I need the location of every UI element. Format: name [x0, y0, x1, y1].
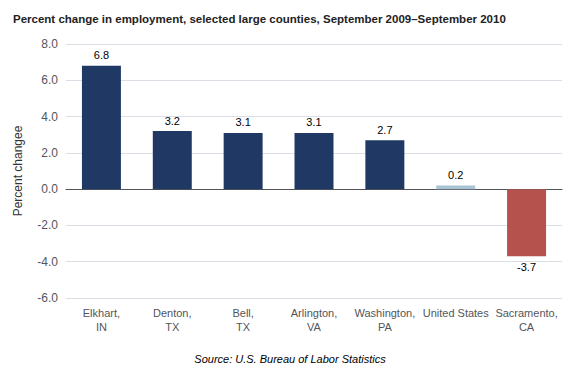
- svg-text:-6.0: -6.0: [37, 291, 58, 305]
- svg-text:0.2: 0.2: [448, 169, 463, 181]
- svg-text:-2.0: -2.0: [37, 218, 58, 232]
- svg-text:Washington,: Washington,: [354, 307, 415, 319]
- svg-text:2.7: 2.7: [377, 124, 392, 136]
- svg-text:-4.0: -4.0: [37, 255, 58, 269]
- svg-text:IN: IN: [96, 321, 107, 333]
- svg-text:United States: United States: [423, 307, 490, 319]
- svg-text:4.0: 4.0: [41, 110, 58, 124]
- svg-text:Sacramento,: Sacramento,: [495, 307, 557, 319]
- svg-text:PA: PA: [378, 321, 393, 333]
- svg-text:Elkhart,: Elkhart,: [83, 307, 120, 319]
- svg-text:-3.7: -3.7: [517, 261, 536, 273]
- svg-text:Bell,: Bell,: [232, 307, 253, 319]
- svg-text:VA: VA: [307, 321, 322, 333]
- svg-text:CA: CA: [519, 321, 535, 333]
- svg-text:8.0: 8.0: [41, 37, 58, 51]
- svg-text:6.8: 6.8: [94, 49, 109, 61]
- svg-text:3.2: 3.2: [165, 115, 180, 127]
- svg-text:0.0: 0.0: [41, 182, 58, 196]
- svg-text:6.0: 6.0: [41, 73, 58, 87]
- svg-text:Arlington,: Arlington,: [291, 307, 337, 319]
- svg-text:TX: TX: [236, 321, 251, 333]
- svg-text:3.1: 3.1: [306, 116, 321, 128]
- svg-text:TX: TX: [165, 321, 180, 333]
- svg-text:Percent change in employment,: Percent change in employment, selected l…: [13, 13, 506, 25]
- svg-text:Denton,: Denton,: [153, 307, 192, 319]
- svg-text:Percent changee: Percent changee: [11, 125, 25, 216]
- svg-text:2.0: 2.0: [41, 146, 58, 160]
- svg-text:Source: U.S. Bureau of Labor S: Source: U.S. Bureau of Labor Statistics: [194, 353, 386, 365]
- svg-text:3.1: 3.1: [235, 116, 250, 128]
